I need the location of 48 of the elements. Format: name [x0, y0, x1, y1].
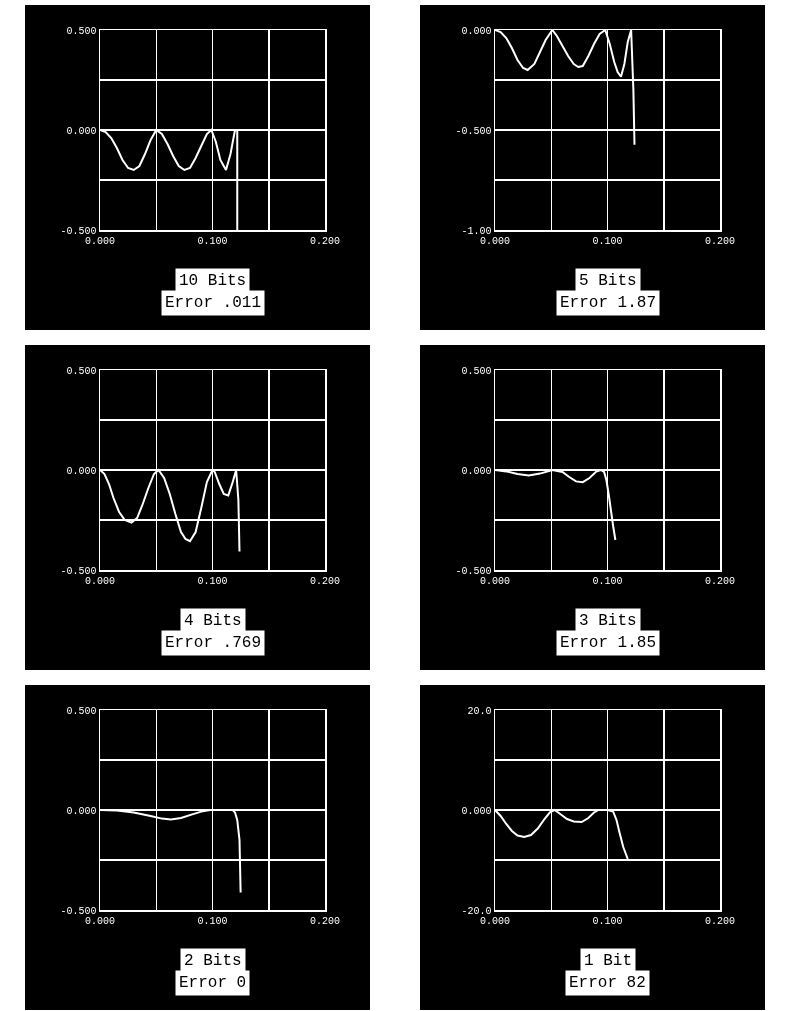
text: Error 1.85 — [560, 634, 657, 652]
x-tick-label: 0.200 — [704, 575, 736, 587]
x-tick-label: 0.200 — [704, 915, 736, 927]
x-tick-label: 0.100 — [592, 915, 623, 927]
text: 5 Bits — [579, 272, 637, 290]
y-tick-label: -0.500 — [60, 225, 97, 237]
y-tick-label: 0.500 — [66, 365, 97, 377]
x-tick-label: 0.200 — [309, 575, 341, 587]
y-tick-label: 0.000 — [66, 125, 97, 137]
x-tick-label: 0.100 — [197, 575, 228, 587]
text: 2 Bits — [184, 952, 242, 970]
x-tick-label: 0.100 — [592, 235, 623, 247]
text: 3 Bits — [579, 612, 637, 630]
y-tick-label: 0.000 — [461, 465, 492, 477]
x-tick-label: 0.100 — [197, 235, 228, 247]
y-tick-label: -1.00 — [461, 225, 492, 237]
text: 4 Bits — [184, 612, 242, 630]
y-tick-label: -0.500 — [60, 565, 97, 577]
x-tick-label: 0.000 — [84, 575, 116, 587]
text: Error 0 — [179, 974, 247, 992]
x-tick-label: 0.200 — [309, 915, 341, 927]
x-tick-label: 0.000 — [479, 235, 511, 247]
y-tick-label: -0.500 — [60, 905, 97, 917]
y-tick-label: 0.500 — [461, 365, 492, 377]
y-tick-label: 20.0 — [467, 705, 492, 717]
y-tick-label: -0.500 — [455, 125, 492, 137]
y-tick-label: -0.500 — [455, 565, 492, 577]
y-tick-label: 0.000 — [461, 25, 492, 37]
y-tick-label: 0.000 — [66, 805, 97, 817]
x-tick-label: 0.200 — [704, 235, 736, 247]
text: 1 Bit — [584, 952, 633, 970]
text: Error 1.87 — [560, 294, 657, 312]
x-tick-label: 0.100 — [592, 575, 623, 587]
x-tick-label: 0.000 — [84, 915, 116, 927]
y-tick-label: 0.000 — [461, 805, 492, 817]
text: Error .011 — [165, 294, 262, 312]
text: Error .769 — [165, 634, 262, 652]
x-tick-label: 0.100 — [197, 915, 228, 927]
y-tick-label: 0.500 — [66, 705, 97, 717]
x-tick-label: 0.000 — [479, 915, 511, 927]
y-tick-label: -20.0 — [461, 905, 492, 917]
text: Error 82 — [569, 974, 646, 992]
y-tick-label: 0.500 — [66, 25, 97, 37]
x-tick-label: 0.200 — [309, 235, 341, 247]
x-tick-label: 0.000 — [479, 575, 511, 587]
text: 10 Bits — [179, 272, 247, 290]
x-tick-label: 0.000 — [84, 235, 116, 247]
y-tick-label: 0.000 — [66, 465, 97, 477]
